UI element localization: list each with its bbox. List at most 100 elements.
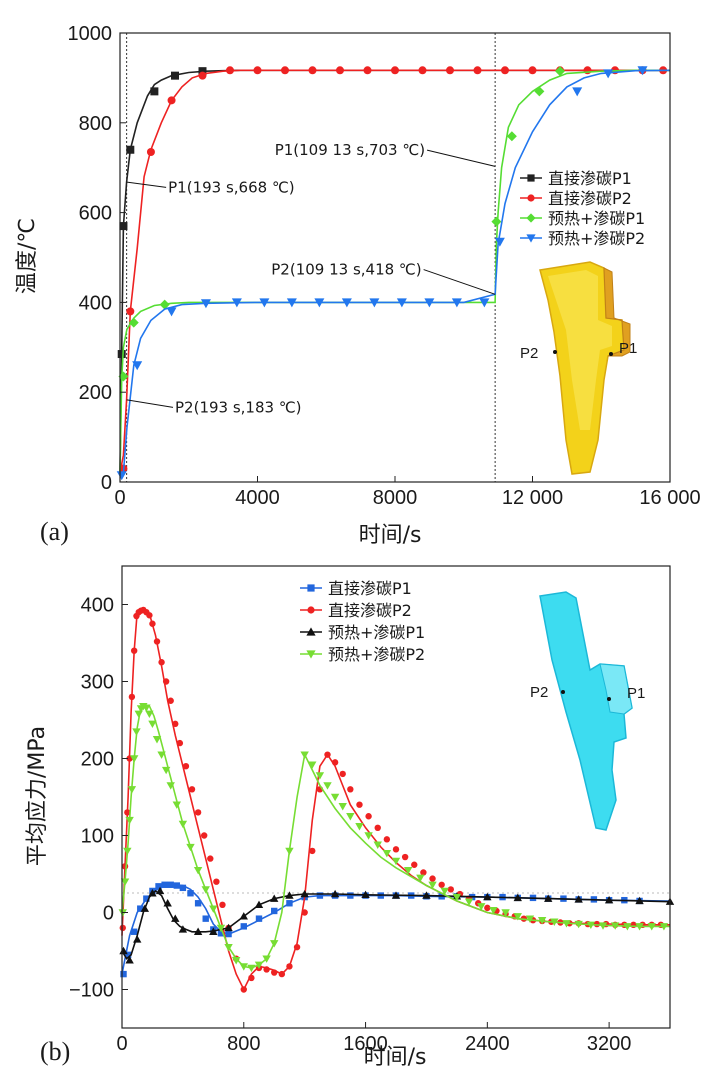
chart-b-data-point xyxy=(598,922,608,930)
chart-b-legend-label: 直接渗碳P1 xyxy=(328,579,412,598)
chart-a-temperature: P2 P1 P1(109 13 s,703 ℃) P1(193 s,668 ℃) P… xyxy=(15,23,701,548)
chart-b-data-point xyxy=(293,943,301,951)
chart-a-inset-p1-label: P1 xyxy=(619,340,637,357)
chart-b-data-point xyxy=(484,904,491,912)
chart-a-annotation: P2(193 s,183 ℃) xyxy=(175,398,302,416)
chart-b-data-point xyxy=(239,912,248,920)
chart-b-data-point xyxy=(172,720,179,728)
chart-b-data-point xyxy=(361,890,370,898)
chart-b-data-point xyxy=(301,909,308,916)
chart-a-y-tick-label: 600 xyxy=(79,203,112,225)
chart-b-data-point xyxy=(130,647,138,654)
chart-a-data-point xyxy=(369,298,380,308)
chart-b-data-point xyxy=(225,930,232,938)
chart-a-data-point xyxy=(198,67,207,76)
chart-a-data-point xyxy=(167,96,176,105)
chart-a-data-point xyxy=(637,66,648,76)
chart-b-data-point xyxy=(124,809,131,816)
chart-b-data-point xyxy=(201,886,210,894)
chart-a-annotation-leader xyxy=(126,399,174,408)
chart-b-data-point xyxy=(133,935,142,943)
chart-b-data-point xyxy=(271,907,278,915)
chart-b-data-point xyxy=(300,751,309,759)
chart-a-data-point xyxy=(200,299,211,309)
chart-b-data-point xyxy=(286,900,293,907)
chart-b-data-point xyxy=(145,710,154,719)
chart-a-y-tick-label: 0 xyxy=(101,472,112,494)
chart-b-data-point xyxy=(224,923,233,932)
chart-b-legend-item: 预热+渗碳P1 xyxy=(300,623,425,642)
chart-b-data-point xyxy=(382,850,392,858)
chart-b-data-point xyxy=(137,905,144,912)
chart-b-data-point xyxy=(623,923,632,931)
chart-b-data-point xyxy=(550,918,559,926)
chart-b-data-point xyxy=(489,906,498,915)
chart-a-data-point xyxy=(336,66,344,75)
chart-a-data-point xyxy=(118,371,129,382)
chart-a-inset-p2-dot xyxy=(553,350,557,354)
chart-b-data-point xyxy=(316,892,324,899)
chart-b-data-point xyxy=(525,915,535,923)
chart-b-data-point xyxy=(422,891,431,899)
chart-a-data-point xyxy=(528,66,537,75)
chart-b-data-point xyxy=(286,963,293,970)
chart-a-panel-label: (a) xyxy=(40,517,69,546)
chart-b-data-point xyxy=(176,739,184,747)
chart-a-data-point xyxy=(555,66,565,77)
chart-a-data-point xyxy=(308,66,317,75)
chart-b-data-point xyxy=(331,759,339,766)
chart-b-data-point xyxy=(193,866,203,875)
chart-b-data-point xyxy=(416,874,425,883)
chart-a-data-point xyxy=(150,87,159,96)
chart-b-inset-p1-label: P1 xyxy=(627,685,645,702)
chart-a-data-point xyxy=(159,299,170,310)
chart-b-data-point xyxy=(285,891,294,899)
chart-b-data-point xyxy=(285,847,294,856)
chart-b-data-point xyxy=(365,813,372,820)
chart-b-y-tick-label: 200 xyxy=(81,749,114,771)
chart-b-data-point xyxy=(391,891,401,899)
chart-a-x-tick-label: 4000 xyxy=(235,487,280,509)
chart-b-data-point xyxy=(330,793,340,802)
chart-b-y-tick-label: 100 xyxy=(81,826,114,848)
chart-b-legend-swatch-marker xyxy=(306,627,316,636)
chart-b-data-point xyxy=(216,924,226,933)
chart-a-data-point xyxy=(396,298,407,308)
chart-b-data-point xyxy=(477,903,486,911)
chart-b-data-point xyxy=(647,923,656,931)
chart-b-data-point xyxy=(324,751,331,758)
chart-b-data-point xyxy=(355,823,364,831)
chart-b-data-point xyxy=(346,813,355,821)
chart-b-data-point xyxy=(262,955,271,963)
chart-b-data-point xyxy=(157,751,166,759)
chart-b-legend-item: 直接渗碳P2 xyxy=(300,601,412,620)
chart-b-data-point xyxy=(429,875,436,882)
chart-a-data-point xyxy=(126,307,135,316)
chart-a-data-point xyxy=(501,66,509,75)
chart-b-data-point xyxy=(271,969,278,976)
chart-b-data-point xyxy=(134,710,143,719)
chart-b-data-point xyxy=(428,881,437,889)
chart-a-y-tick-label: 1000 xyxy=(68,23,113,45)
chart-b-data-point xyxy=(186,843,195,852)
chart-b-data-point xyxy=(659,923,669,931)
chart-a-data-point xyxy=(116,471,127,481)
chart-b-data-point xyxy=(255,915,263,922)
chart-b-data-point xyxy=(146,612,153,619)
chart-a-data-point xyxy=(451,298,462,308)
chart-b-data-point xyxy=(315,772,325,780)
chart-b-data-point xyxy=(166,782,175,790)
chart-a-data-point xyxy=(391,66,399,75)
chart-a-series-4 xyxy=(116,66,671,481)
chart-b-data-point xyxy=(182,763,190,770)
chart-a-legend-swatch-marker xyxy=(526,234,536,243)
chart-a-x-axis-label: 时间/s xyxy=(359,523,422,548)
chart-a-y-tick-label: 200 xyxy=(79,382,112,404)
chart-b-data-point xyxy=(635,896,644,905)
chart-b-data-point xyxy=(231,957,241,965)
chart-a-inset-p1-dot xyxy=(609,352,613,356)
chart-b-data-point xyxy=(129,755,139,763)
chart-b-data-point xyxy=(173,882,180,889)
chart-b-data-point xyxy=(123,847,132,856)
